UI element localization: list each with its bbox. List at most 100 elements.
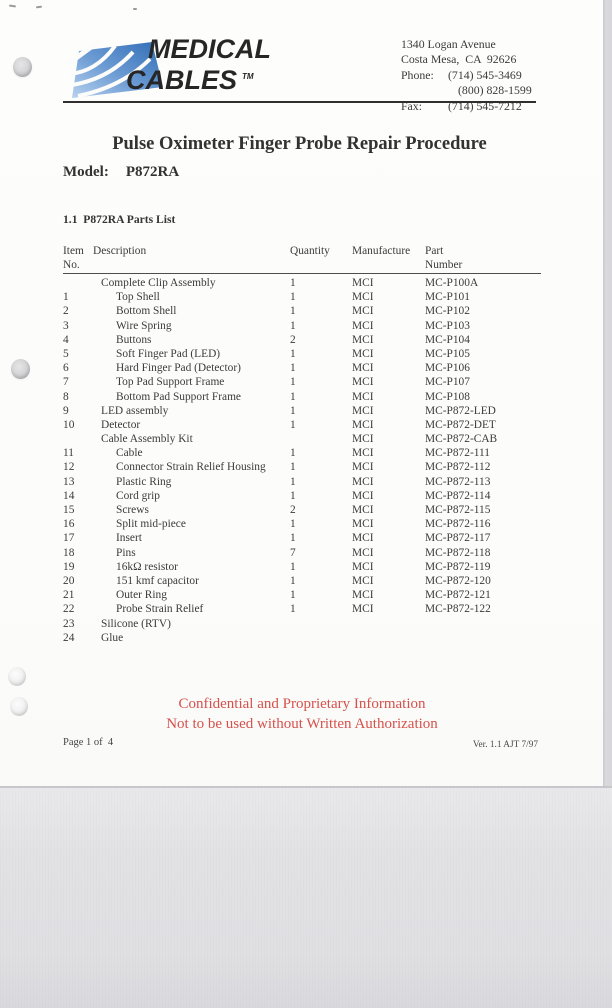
scan-speck [133, 8, 137, 10]
table-row: 21 Outer Ring 1 MCI MC-P872-121 [63, 588, 541, 602]
cell-part-number: MC-P100A [425, 277, 479, 289]
cell-description: Split mid-piece [116, 518, 186, 531]
table-row: 14 Cord grip 1 MCI MC-P872-114 [63, 489, 541, 503]
hole-punch [8, 667, 26, 686]
confidential-notice: Confidential and Proprietary Information… [63, 694, 541, 734]
medical-cables-logo-icon [66, 37, 163, 98]
cell-description: Hard Finger Pad (Detector) [116, 362, 241, 375]
cell-part-number: MC-P872-121 [425, 589, 491, 602]
cell-part-number [425, 617, 538, 631]
cell-quantity: 1 [290, 376, 296, 389]
cell-description: Soft Finger Pad (LED) [116, 347, 221, 360]
cell-item-no: 5 [63, 347, 69, 360]
cell-manufacture: MCI [352, 518, 374, 531]
cell-quantity: 1 [290, 362, 296, 375]
cell-manufacture: MCI [352, 603, 374, 616]
version-info: Ver. 1.1 AJT 7/97 [472, 740, 538, 750]
table-row: Cable Assembly Kit MCI MC-P872-CAB [63, 432, 541, 446]
header-item-no: No. [63, 258, 80, 271]
cell-part-number: MC-P102 [425, 305, 470, 318]
cell-part-number: MC-P872-112 [425, 461, 491, 474]
cell-part-number: MC-P872-118 [425, 546, 491, 559]
cell-description: Pins [116, 546, 136, 559]
cell-quantity: 7 [290, 546, 296, 559]
cell-part-number: MC-P872-CAB [425, 433, 498, 446]
hole-punch [10, 697, 28, 716]
cell-part-number: MC-P104 [425, 333, 470, 346]
scanned-page: MEDICAL CABLES TM 1340 Logan Avenue Costa… [0, 0, 612, 786]
cell-item-no: 2 [63, 305, 69, 318]
header-part-number: Number [425, 258, 463, 271]
cell-item-no: 14 [63, 489, 75, 502]
parts-table-body: Complete Clip Assembly 1 MCI MC-P100A 1 Top S… [63, 274, 541, 645]
trademark-symbol: TM [242, 72, 254, 81]
cell-item-no: 11 [63, 447, 74, 460]
cell-part-number: MC-P872-113 [425, 475, 491, 488]
table-row: 2 Bottom Shell 1 MCI MC-P102 [63, 304, 541, 318]
cell-item-no: 3 [63, 319, 69, 332]
cell-part-number [425, 631, 538, 645]
cell-quantity: 1 [290, 404, 296, 417]
cell-manufacture: MCI [352, 532, 374, 545]
table-row: 5 Soft Finger Pad (LED) 1 MCI MC-P105 [63, 347, 541, 361]
table-row: 9 LED assembly 1 MCI MC-P872-LED [63, 404, 541, 418]
table-row: 19 16kΩ resistor 1 MCI MC-P872-119 [63, 560, 541, 574]
cell-manufacture: MCI [352, 546, 374, 559]
cell-manufacture: MCI [352, 305, 374, 318]
table-row: 23 Silicone (RTV) [63, 617, 541, 631]
cell-quantity: 1 [290, 305, 296, 318]
cell-item-no: 15 [63, 504, 75, 516]
header-quantity: Quantity [290, 245, 330, 257]
cell-description: Top Shell [116, 291, 160, 304]
header-description: Description [93, 245, 147, 257]
cell-item-no [63, 276, 93, 290]
cell-manufacture: MCI [352, 475, 374, 488]
table-row: 11 Cable 1 MCI MC-P872-111 [63, 446, 541, 460]
cell-manufacture: MCI [352, 362, 374, 375]
table-row: Complete Clip Assembly 1 MCI MC-P100A [63, 276, 541, 290]
scan-speck [35, 5, 43, 9]
page-number: Page 1 of 4 [63, 737, 114, 748]
table-row: 8 Bottom Pad Support Frame 1 MCI MC-P108 [63, 390, 541, 404]
cell-manufacture: MCI [352, 447, 374, 460]
cell-item-no: 23 [63, 617, 75, 630]
cell-quantity: 1 [290, 475, 296, 488]
cell-description: 151 kmf capacitor [116, 574, 199, 587]
cell-description: Wire Spring [116, 319, 172, 332]
model-value: P872RA [125, 164, 180, 180]
parts-table-header: Item Description Quantity Manufacture Pa… [63, 245, 541, 274]
cell-quantity: 1 [290, 291, 296, 304]
table-row: 3 Wire Spring 1 MCI MC-P103 [63, 319, 541, 333]
cell-manufacture [348, 617, 425, 631]
cell-part-number: MC-P872-114 [425, 489, 491, 502]
table-row: 7 Top Pad Support Frame 1 MCI MC-P107 [63, 375, 541, 389]
hole-punch [13, 57, 32, 77]
cell-description: Probe Strain Relief [116, 603, 204, 616]
cell-part-number: MC-P872-119 [425, 560, 491, 573]
cell-manufacture: MCI [352, 404, 374, 417]
cell-item-no: 4 [63, 333, 69, 346]
cell-manufacture: MCI [352, 277, 374, 289]
cell-description: Top Pad Support Frame [116, 376, 225, 389]
cell-item-no: 1 [63, 291, 69, 304]
cell-quantity: 2 [290, 504, 296, 516]
hole-punch [11, 359, 30, 379]
cell-description: Silicone (RTV) [101, 617, 171, 630]
cell-quantity: 1 [290, 319, 296, 332]
cell-item-no: 16 [63, 518, 75, 531]
phone-line-2: (800) 828-1599 [401, 83, 601, 98]
table-row: 13 Plastic Ring 1 MCI MC-P872-113 [63, 475, 541, 489]
table-row: 1 Top Shell 1 MCI MC-P101 [63, 290, 541, 304]
document-title: Pulse Oximeter Finger Probe Repair Proce… [112, 134, 487, 154]
cell-quantity: 1 [290, 589, 296, 602]
cell-description: Bottom Shell [116, 305, 177, 318]
address-line: Costa Mesa, CA 92626 [401, 52, 517, 67]
model-label: Model: [63, 164, 109, 180]
cell-manufacture: MCI [352, 390, 374, 403]
cell-quantity [287, 617, 348, 631]
cell-part-number: MC-P101 [425, 291, 470, 304]
cell-manufacture: MCI [352, 291, 374, 304]
cell-manufacture: MCI [352, 560, 374, 573]
cell-item-no: 6 [63, 362, 69, 375]
cell-item-no: 21 [63, 589, 75, 602]
